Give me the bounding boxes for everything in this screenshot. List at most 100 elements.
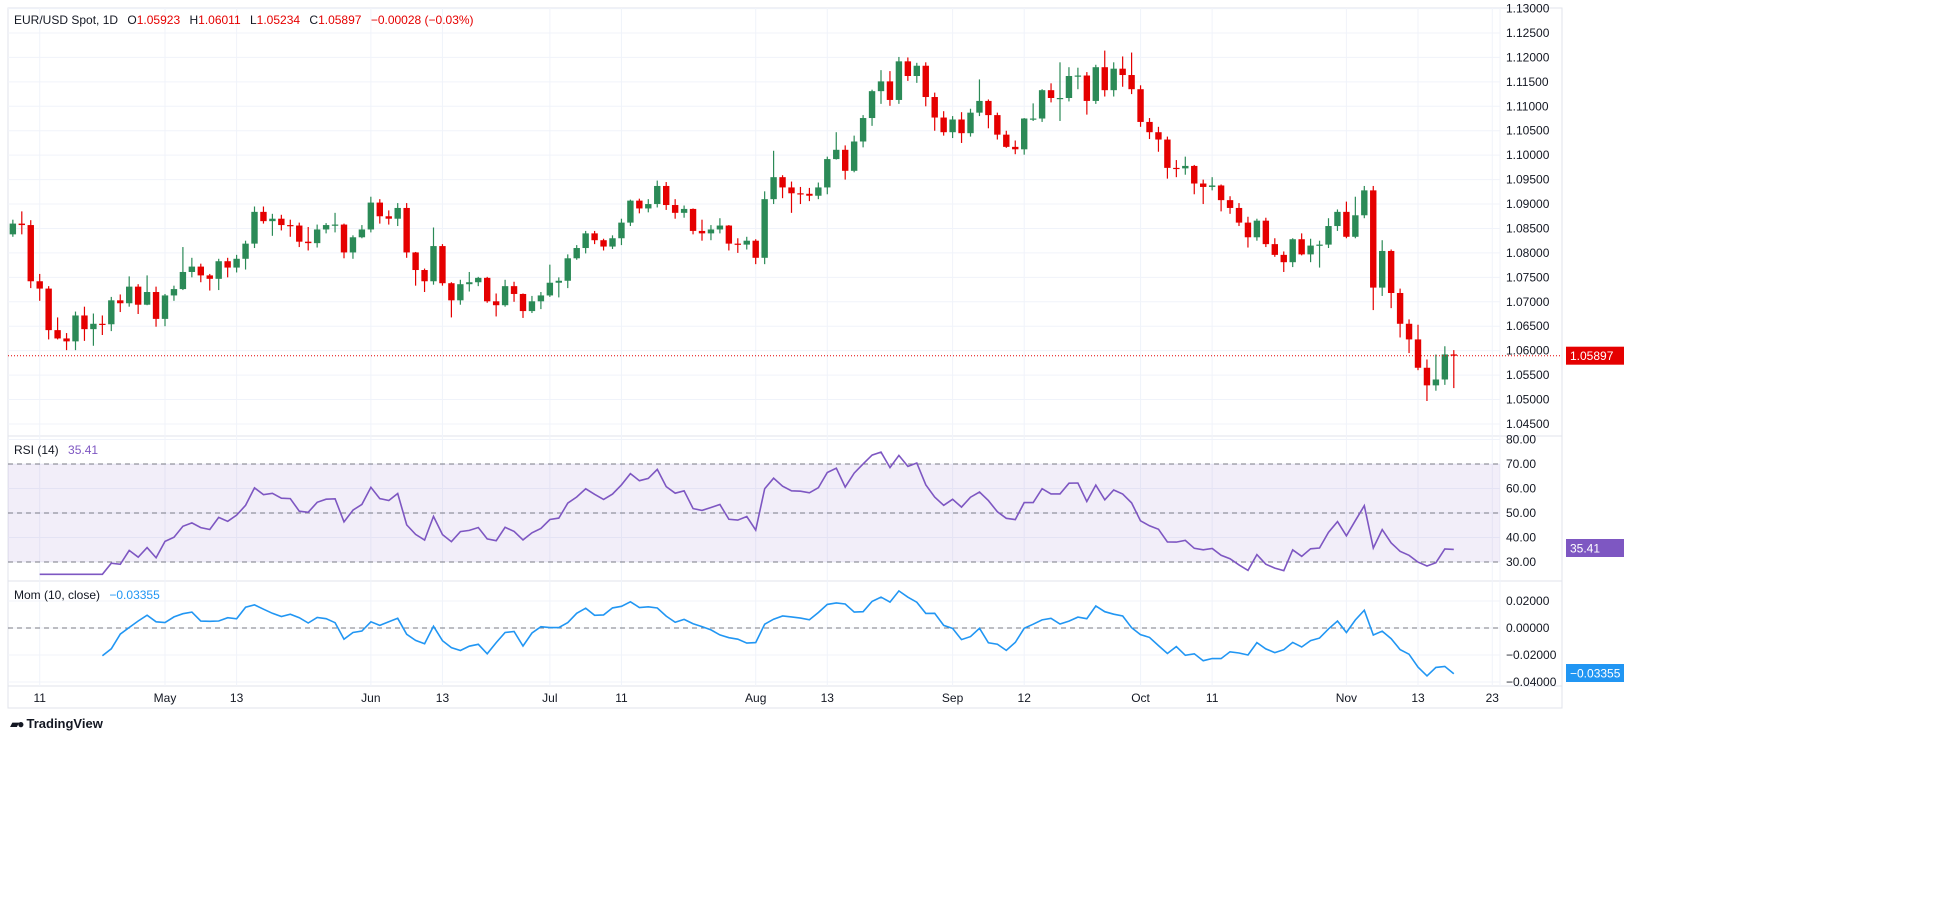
candle: [1271, 238, 1278, 257]
candle-body: [680, 208, 688, 213]
candle: [1370, 185, 1377, 311]
candle: [859, 115, 867, 148]
candle-body: [134, 286, 142, 305]
candle: [645, 199, 652, 213]
candle-body: [689, 208, 697, 231]
rsi-legend[interactable]: RSI (14) 35.41: [14, 443, 104, 457]
candle-body: [1405, 323, 1413, 340]
candle: [1316, 240, 1323, 268]
rsi-tick-label: 50.00: [1506, 506, 1536, 520]
candle-body: [421, 270, 428, 282]
candle-body: [1083, 75, 1091, 101]
symbol-title[interactable]: EUR/USD Spot, 1D: [14, 13, 119, 27]
candle: [591, 230, 598, 245]
candle-body: [45, 288, 52, 331]
rsi-line: [39, 451, 1454, 576]
candle: [1432, 354, 1440, 391]
candle: [940, 111, 947, 136]
price-tick-label: 1.13000: [1506, 2, 1550, 16]
candle-body: [806, 193, 813, 196]
candle-body: [215, 261, 222, 279]
candle: [134, 284, 142, 315]
momentum-series: [101, 589, 1455, 678]
candle: [1343, 201, 1350, 239]
x-tick-label: 11: [615, 691, 628, 705]
candle-body: [197, 266, 204, 276]
candle-body: [922, 65, 929, 98]
price-tick-label: 1.06500: [1506, 319, 1550, 333]
candle-body: [671, 205, 679, 213]
price-tick-label: 1.10000: [1506, 148, 1550, 162]
candle-body: [1423, 367, 1431, 386]
candle-body: [143, 292, 151, 305]
candle-body: [1379, 250, 1386, 288]
candle-body: [1074, 75, 1082, 77]
candle-body: [394, 207, 401, 219]
candle: [636, 198, 643, 214]
candle-body: [340, 224, 348, 253]
candle: [1253, 218, 1261, 241]
candle-body: [1244, 222, 1252, 238]
price-tick-label: 1.05000: [1506, 393, 1550, 407]
candle: [1038, 89, 1046, 122]
candle: [1155, 126, 1162, 152]
candle: [1334, 209, 1341, 231]
candle-body: [501, 286, 509, 306]
candle-body: [1280, 254, 1287, 263]
candle-body: [985, 100, 992, 116]
x-tick-label: 12: [1018, 691, 1032, 705]
price-tick-label: 1.08500: [1506, 221, 1550, 235]
candle-body: [654, 185, 661, 205]
candle-body: [1038, 90, 1046, 119]
tradingview-logo[interactable]: ▰● TradingView: [10, 716, 103, 731]
candle: [833, 132, 840, 160]
candle: [573, 245, 580, 260]
candle: [1047, 83, 1055, 103]
candle-body: [1155, 132, 1162, 140]
candle-body: [1271, 244, 1278, 255]
candle: [528, 295, 536, 314]
candle: [36, 273, 43, 301]
candle: [215, 258, 222, 291]
mom-legend[interactable]: Mom (10, close) −0.03355: [14, 588, 166, 602]
candle-body: [645, 204, 652, 209]
candle-body: [779, 177, 786, 188]
candle: [913, 62, 920, 83]
candle-body: [976, 100, 983, 113]
candle: [868, 89, 876, 126]
candle: [1298, 233, 1305, 256]
open-number: 1.05923: [136, 13, 181, 27]
candle-body: [895, 61, 903, 100]
candle: [1029, 103, 1037, 121]
candle-body: [752, 240, 759, 258]
mom-value: −0.03355: [109, 588, 160, 602]
candle-body: [859, 118, 867, 142]
candle-body: [1182, 165, 1189, 169]
candle-body: [412, 252, 419, 271]
candle: [815, 182, 822, 200]
candle-body: [36, 281, 43, 289]
candle: [725, 225, 733, 251]
candle: [1074, 67, 1082, 90]
candle-body: [519, 293, 527, 312]
candle-body: [868, 91, 876, 119]
open-value: O1.05923: [127, 13, 180, 27]
candle-body: [1173, 167, 1180, 170]
candle-body: [492, 301, 500, 306]
candle: [376, 199, 383, 224]
rsi-series: [39, 451, 1454, 576]
candle-body: [815, 187, 822, 196]
candle: [412, 251, 419, 286]
candle-body: [564, 258, 571, 281]
candle: [296, 222, 303, 248]
candle-body: [510, 286, 518, 294]
candle-body: [18, 223, 25, 226]
candle-body: [886, 81, 894, 100]
candle-body: [1432, 379, 1440, 386]
candle-body: [1146, 121, 1153, 133]
candle-body: [949, 119, 956, 133]
candle-body: [1056, 97, 1064, 100]
candle: [492, 293, 500, 317]
candle-body: [1029, 118, 1037, 120]
